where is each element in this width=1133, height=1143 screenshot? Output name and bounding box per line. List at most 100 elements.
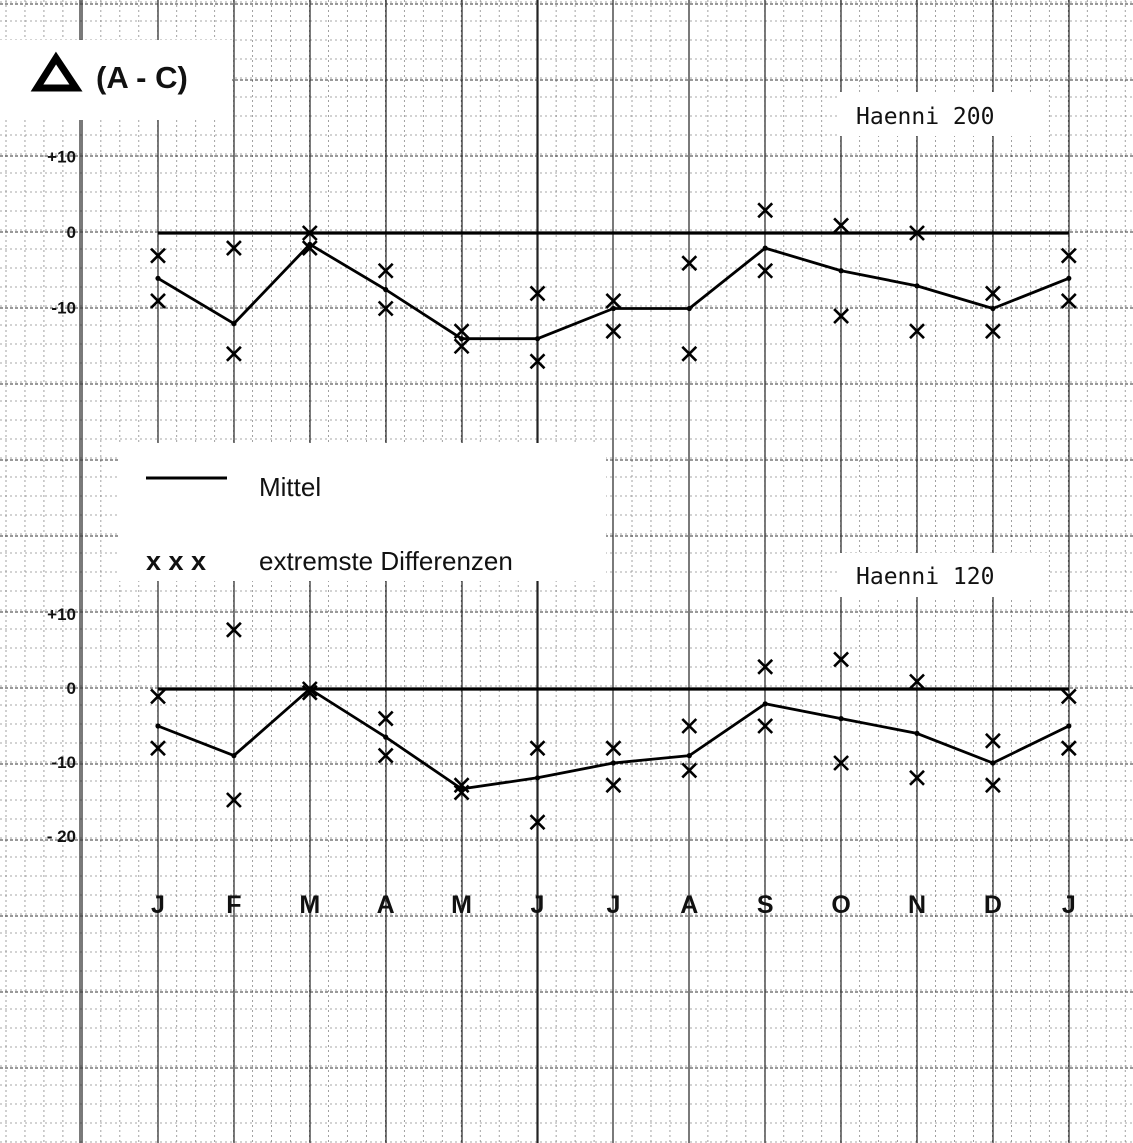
max-marker — [605, 293, 622, 309]
min-marker — [453, 338, 470, 355]
ytick-label: - 20 — [47, 827, 76, 846]
month-label: J — [606, 891, 620, 919]
legend-extremes-label: extremste Differenzen — [259, 546, 513, 576]
mean-point — [383, 734, 389, 740]
min-marker — [1060, 740, 1077, 757]
min-marker — [529, 353, 546, 370]
mean-point — [914, 283, 920, 289]
mean-point — [459, 336, 465, 342]
month-label: J — [531, 891, 545, 919]
min-marker — [984, 323, 1001, 340]
min-marker — [225, 345, 242, 362]
min-marker — [757, 718, 774, 734]
mean-point — [534, 336, 541, 342]
min-marker — [453, 784, 470, 801]
panel-2-name-box — [838, 553, 1048, 597]
max-marker — [605, 740, 622, 757]
min-marker — [605, 323, 622, 340]
ytick-label: 0 — [67, 223, 76, 242]
month-label: S — [757, 891, 774, 919]
max-marker — [150, 247, 166, 264]
min-marker — [150, 740, 166, 757]
max-marker — [984, 732, 1001, 749]
mean-point — [838, 716, 844, 722]
mean-point — [914, 730, 920, 737]
mean-point — [155, 723, 161, 729]
legend-box — [118, 443, 606, 581]
mean-point — [838, 268, 844, 274]
mean-point — [990, 305, 996, 312]
max-marker — [150, 688, 166, 705]
mean-point — [534, 775, 541, 781]
max-marker — [984, 285, 1001, 302]
max-marker — [833, 217, 850, 234]
mean-point — [231, 321, 237, 327]
max-marker — [681, 255, 698, 272]
ytick-label: -10 — [51, 753, 76, 772]
marks — [150, 202, 1077, 831]
min-marker — [984, 777, 1001, 794]
month-label: D — [984, 891, 1002, 919]
max-marker — [377, 262, 394, 279]
mean-point — [990, 760, 996, 766]
min-marker — [681, 345, 698, 362]
month-label: N — [908, 891, 926, 919]
min-marker — [909, 769, 925, 786]
max-marker — [225, 621, 242, 638]
mean-point — [1066, 275, 1072, 281]
max-marker — [453, 777, 470, 794]
month-label: M — [451, 891, 472, 919]
max-marker — [909, 673, 925, 690]
panel-1-name: Haenni 200 — [856, 104, 994, 130]
min-marker — [377, 300, 394, 317]
legend-extremes-marker: x x x — [146, 546, 206, 576]
min-marker — [833, 755, 850, 771]
ytick-label: 0 — [67, 679, 76, 698]
max-marker — [833, 651, 850, 668]
min-marker — [909, 323, 925, 340]
min-marker — [150, 293, 166, 309]
max-marker — [225, 240, 242, 257]
min-marker — [605, 777, 622, 794]
max-marker — [757, 658, 774, 675]
mean-point — [383, 287, 389, 293]
max-marker — [529, 285, 546, 302]
min-marker — [377, 747, 394, 764]
mean-point — [686, 305, 692, 312]
min-marker — [833, 308, 850, 324]
max-marker — [529, 740, 546, 757]
ytick-label: +10 — [47, 148, 76, 167]
month-label: F — [226, 891, 241, 919]
max-marker — [909, 225, 925, 241]
chart-title: (A - C) — [96, 60, 188, 95]
delta-icon — [30, 51, 83, 92]
mean-point — [231, 753, 237, 759]
min-marker — [681, 762, 698, 779]
legend-mean-label: Mittel — [259, 472, 321, 502]
mean-point — [155, 275, 161, 281]
max-marker — [453, 323, 470, 340]
month-label: A — [377, 891, 395, 919]
max-marker — [1060, 247, 1077, 264]
mean-point — [610, 305, 617, 312]
month-label: J — [151, 891, 165, 919]
min-marker — [529, 814, 546, 831]
min-marker — [301, 684, 318, 701]
max-marker — [757, 202, 774, 219]
max-marker — [301, 681, 318, 697]
mean-point — [686, 753, 692, 759]
max-marker — [301, 225, 318, 241]
min-marker — [301, 240, 318, 257]
month-label: J — [1062, 891, 1076, 919]
min-marker — [757, 262, 774, 279]
panel-2-name: Haenni 120 — [856, 564, 994, 590]
mean-point — [762, 701, 768, 707]
ytick-label: -10 — [51, 299, 76, 318]
mean-point — [610, 760, 617, 766]
min-marker — [1060, 293, 1077, 309]
max-marker — [1060, 688, 1077, 705]
min-marker — [225, 792, 242, 808]
